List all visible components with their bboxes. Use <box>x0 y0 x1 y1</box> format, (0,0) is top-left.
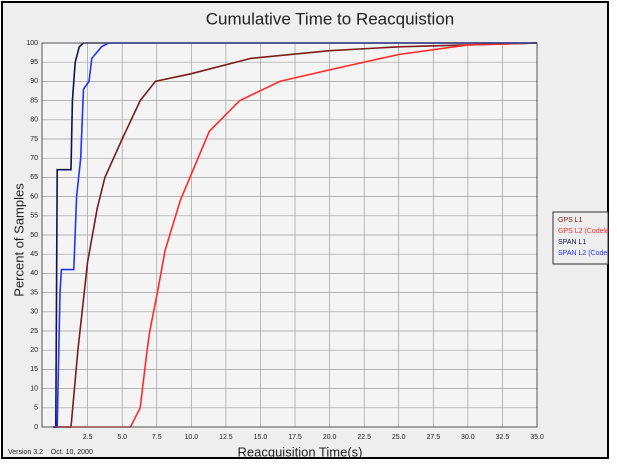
legend-label: GPS L2 (Codele <box>558 228 609 235</box>
y-tick-label: 25 <box>30 328 38 335</box>
plot-border <box>41 42 538 428</box>
legend-label: SPAN L2 (Code <box>558 250 607 257</box>
x-tick-label: 5.0 <box>117 434 127 441</box>
y-tick-label: 50 <box>30 232 38 239</box>
series-line <box>53 42 538 428</box>
y-tick-label: 55 <box>30 213 38 220</box>
x-tick-label: 22.5 <box>357 434 371 441</box>
series-line <box>53 42 537 428</box>
x-axis-label: Reacquisition Time(s) <box>238 444 363 459</box>
series-line <box>53 42 537 428</box>
y-tick-label: 60 <box>30 193 38 200</box>
x-tick-label: 2.5 <box>83 434 93 441</box>
legend: GPS L1 GPS L2 (Codele SPAN L1 SPAN L2 (Code <box>552 211 609 265</box>
y-axis-label: Percent of Samples <box>11 183 26 297</box>
x-tick-label: 15.0 <box>254 434 268 441</box>
y-tick-label: 45 <box>30 251 38 258</box>
x-tick-label: 10.0 <box>185 434 199 441</box>
y-tick-label: 85 <box>30 97 38 104</box>
y-tick-label: 5 <box>34 405 38 412</box>
y-tick-label: 95 <box>30 59 38 66</box>
y-tick-label: 90 <box>30 78 38 85</box>
legend-label: SPAN L1 <box>558 239 586 246</box>
x-tick-label: 7.5 <box>152 434 162 441</box>
chart-title: Cumulative Time to Reacquistion <box>206 9 455 28</box>
y-tick-label: 15 <box>30 366 38 373</box>
x-tick-label: 30.0 <box>461 434 475 441</box>
y-tick-label: 75 <box>30 136 38 143</box>
legend-label: GPS L1 <box>558 217 583 224</box>
y-tick-label: 80 <box>30 117 38 124</box>
x-tick-label: 35.0 <box>530 434 544 441</box>
x-tick-label: 32.5 <box>496 434 510 441</box>
y-tick-label: 65 <box>30 174 38 181</box>
y-tick-label: 100 <box>26 40 38 47</box>
y-tick-label: 40 <box>30 270 38 277</box>
y-tick-label: 10 <box>30 385 38 392</box>
x-tick-label: 27.5 <box>426 434 440 441</box>
footnote: Version 3.2 Oct. 10, 2000 <box>8 449 93 456</box>
y-tick-label: 35 <box>30 289 38 296</box>
y-tick-label: 70 <box>30 155 38 162</box>
y-tick-label: 30 <box>30 309 38 316</box>
series-line <box>53 42 538 428</box>
legend-box <box>552 211 609 265</box>
x-tick-label: 25.0 <box>392 434 406 441</box>
y-tick-label: 0 <box>34 424 38 431</box>
x-tick-label: 20.0 <box>323 434 337 441</box>
x-tick-label: 12.5 <box>219 434 233 441</box>
y-tick-label: 20 <box>30 347 38 354</box>
x-tick-label: 17.5 <box>288 434 302 441</box>
